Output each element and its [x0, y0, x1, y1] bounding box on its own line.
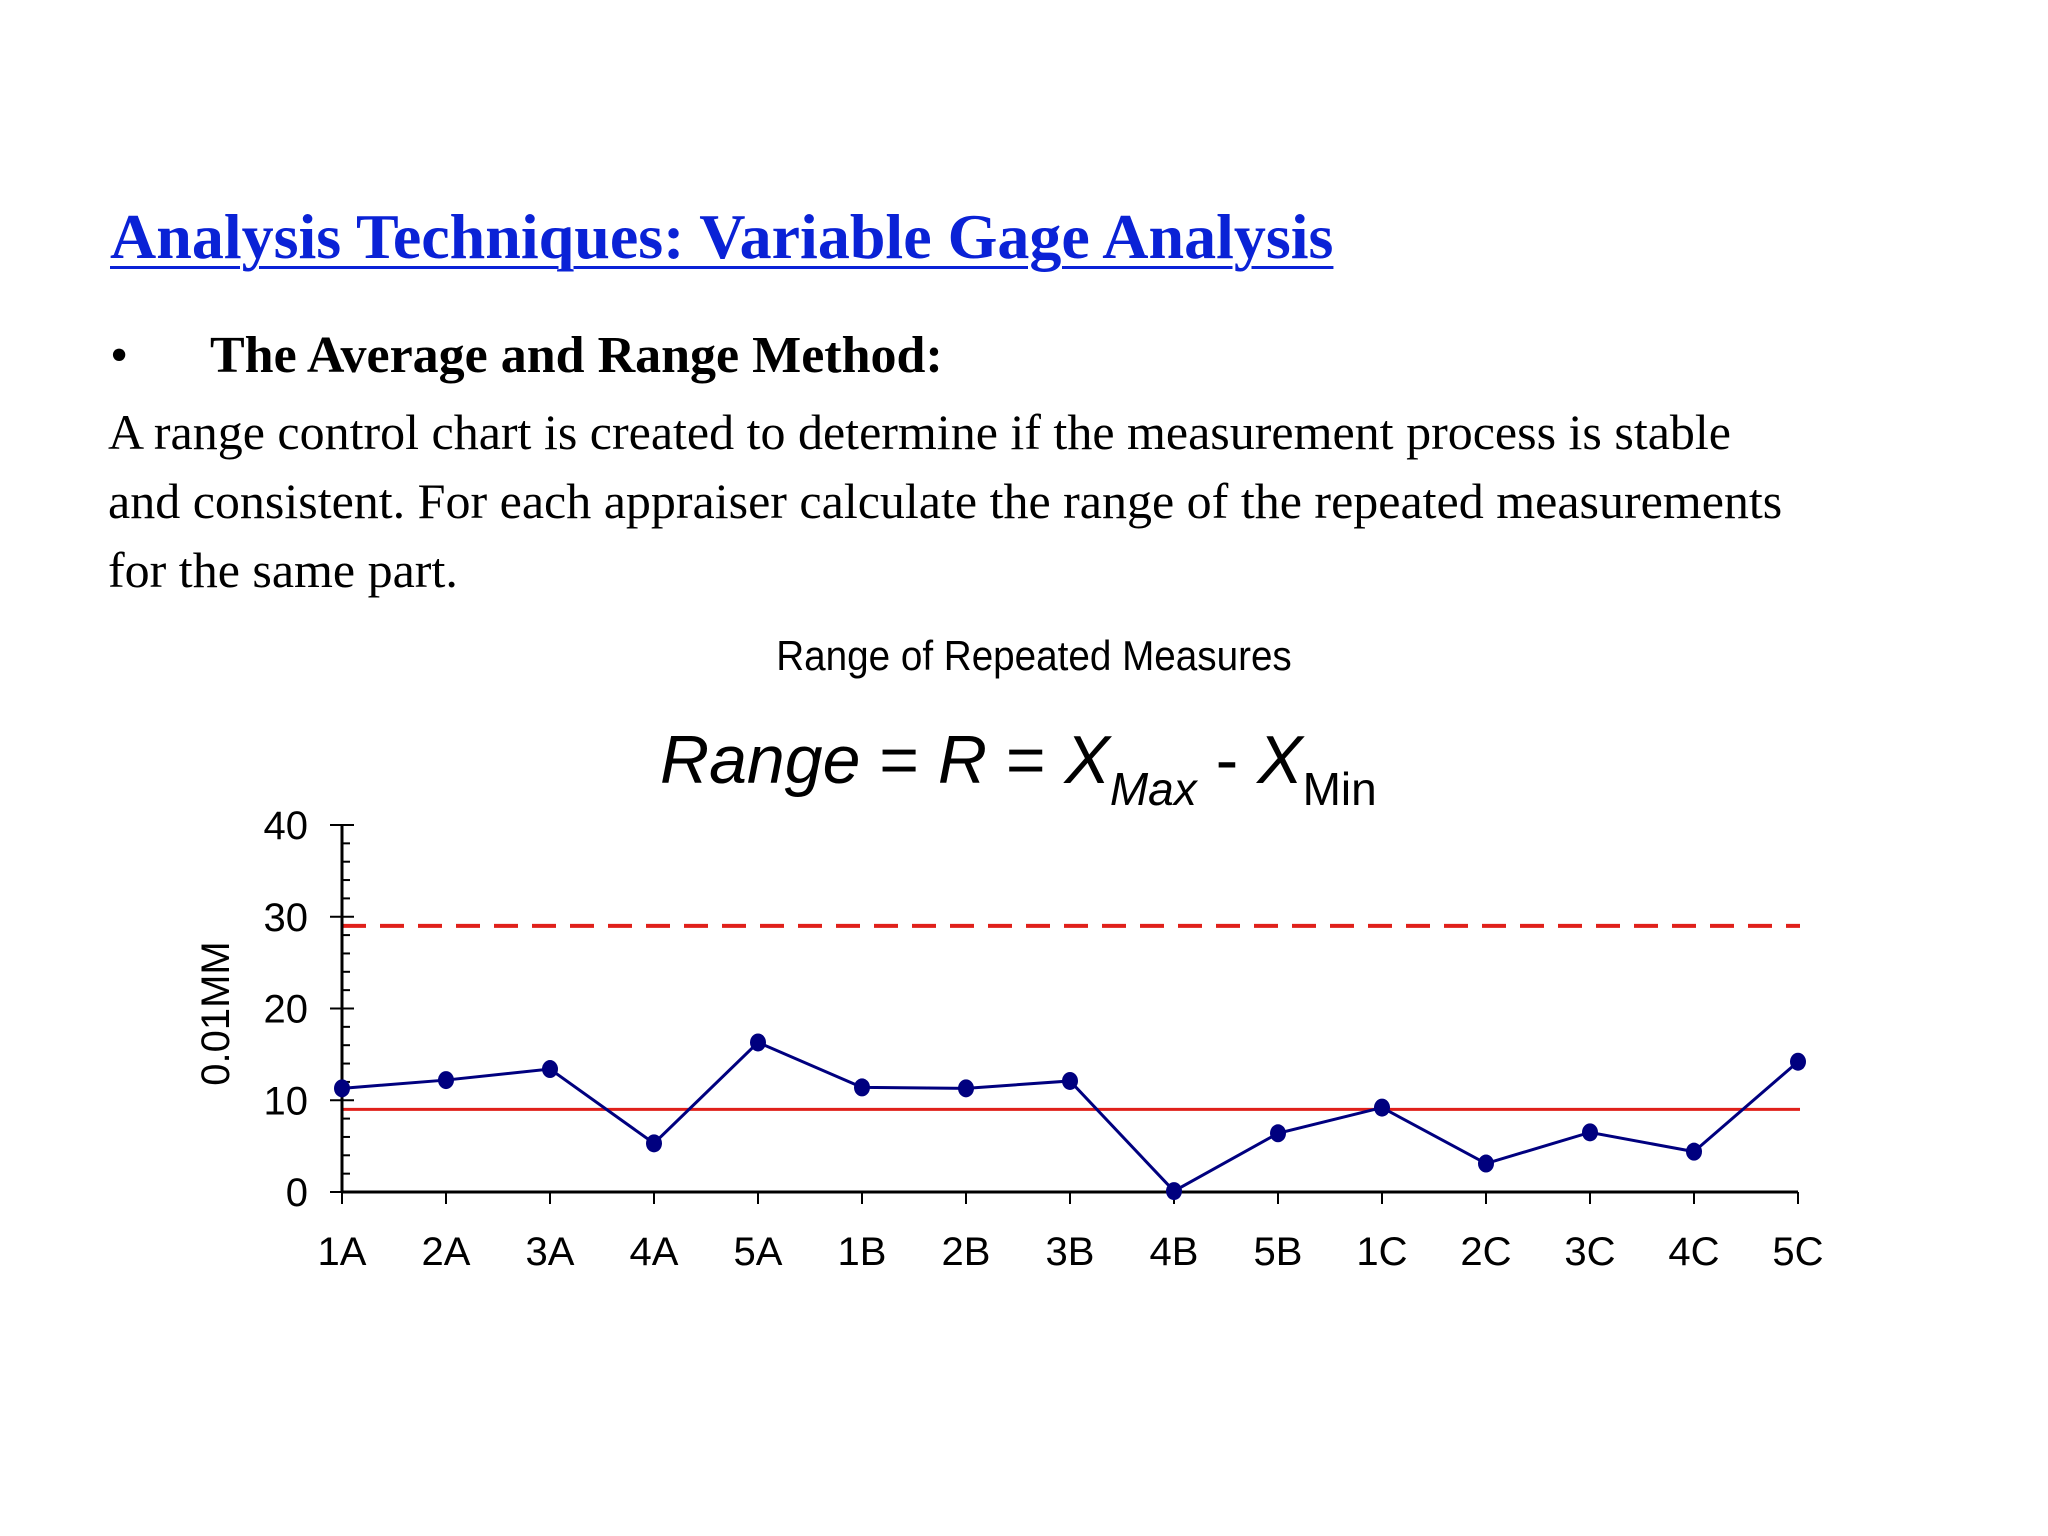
data-point-3c [1582, 1123, 1598, 1142]
x-tick-label: 4B [1150, 1230, 1199, 1274]
method-heading-text: The Average and Range Method: [210, 327, 943, 384]
method-heading: • The Average and Range Method: [110, 330, 943, 382]
formula-equals: = [860, 722, 938, 798]
data-point-5c [1790, 1052, 1806, 1071]
series-line [341, 1040, 1799, 1193]
formula-sub-max: Max [1109, 763, 1197, 815]
x-tick-label: 5C [1772, 1230, 1823, 1274]
data-point-2c [1478, 1154, 1494, 1173]
x-tick-label: 1A [318, 1230, 367, 1274]
x-tick-label: 1C [1356, 1230, 1407, 1274]
x-tick-label: 2B [942, 1230, 991, 1274]
data-point-4c [1686, 1142, 1702, 1161]
data-point-4a [646, 1134, 662, 1153]
x-tick-label: 2C [1460, 1230, 1511, 1274]
bullet-marker: • [110, 327, 129, 384]
data-series [334, 1033, 1806, 1201]
formula-r: R [937, 722, 987, 798]
data-point-2b [958, 1079, 974, 1098]
data-point-2a [438, 1071, 454, 1090]
data-point-3a [542, 1060, 558, 1079]
x-tick-label: 1B [838, 1230, 887, 1274]
x-tick-label: 3A [526, 1230, 575, 1274]
data-point-1c [1374, 1098, 1390, 1117]
y-tick-label: 40 [264, 804, 309, 848]
formula-minus: - [1196, 722, 1258, 798]
x-tick-label: 2A [422, 1230, 471, 1274]
chart-axes [330, 824, 1799, 1204]
x-tick-label: 3C [1564, 1230, 1615, 1274]
formula-range: Range [660, 722, 861, 798]
data-point-1a [334, 1079, 350, 1098]
y-tick-label: 30 [264, 896, 309, 940]
body-line: A range control chart is created to dete… [108, 404, 1731, 460]
x-tick-label: 5A [734, 1230, 783, 1274]
axis-labels: 0 10 20 30 40 1A 2A 3A 4A 5A 1B 2B 3B 4B 5B 1C 2C 3C 4C 5C 0… [194, 804, 1824, 1274]
body-paragraph: A range control chart is created to dete… [108, 398, 2028, 605]
data-point-5a [750, 1033, 766, 1052]
formula-sub-min: Min [1302, 763, 1377, 815]
body-line: and consistent. For each appraiser calcu… [108, 473, 1783, 529]
chart-title: Range of Repeated Measures [776, 632, 1292, 679]
y-tick-label: 0 [286, 1171, 308, 1215]
x-tick-label: 4A [630, 1230, 679, 1274]
data-point-3b [1062, 1071, 1078, 1090]
y-tick-label: 20 [264, 988, 309, 1032]
reference-lines [342, 923, 1800, 1111]
x-tick-label: 3B [1046, 1230, 1095, 1274]
data-point-5b [1270, 1124, 1286, 1143]
x-tick-label: 4C [1668, 1230, 1719, 1274]
x-tick-label: 5B [1254, 1230, 1303, 1274]
y-tick-label: 10 [264, 1079, 309, 1123]
data-point-1b [854, 1078, 870, 1097]
slide-title: Analysis Techniques: Variable Gage Analy… [110, 201, 1334, 272]
formula-x-min: X [1257, 722, 1303, 798]
formula-x-max: X [1064, 722, 1110, 798]
body-line: for the same part. [108, 542, 458, 598]
range-formula: Range = R = XMax - XMin [660, 726, 1377, 812]
data-point-4b [1166, 1182, 1182, 1201]
formula-equals: = [987, 722, 1065, 798]
y-axis-title: 0.01MM [194, 941, 238, 1086]
